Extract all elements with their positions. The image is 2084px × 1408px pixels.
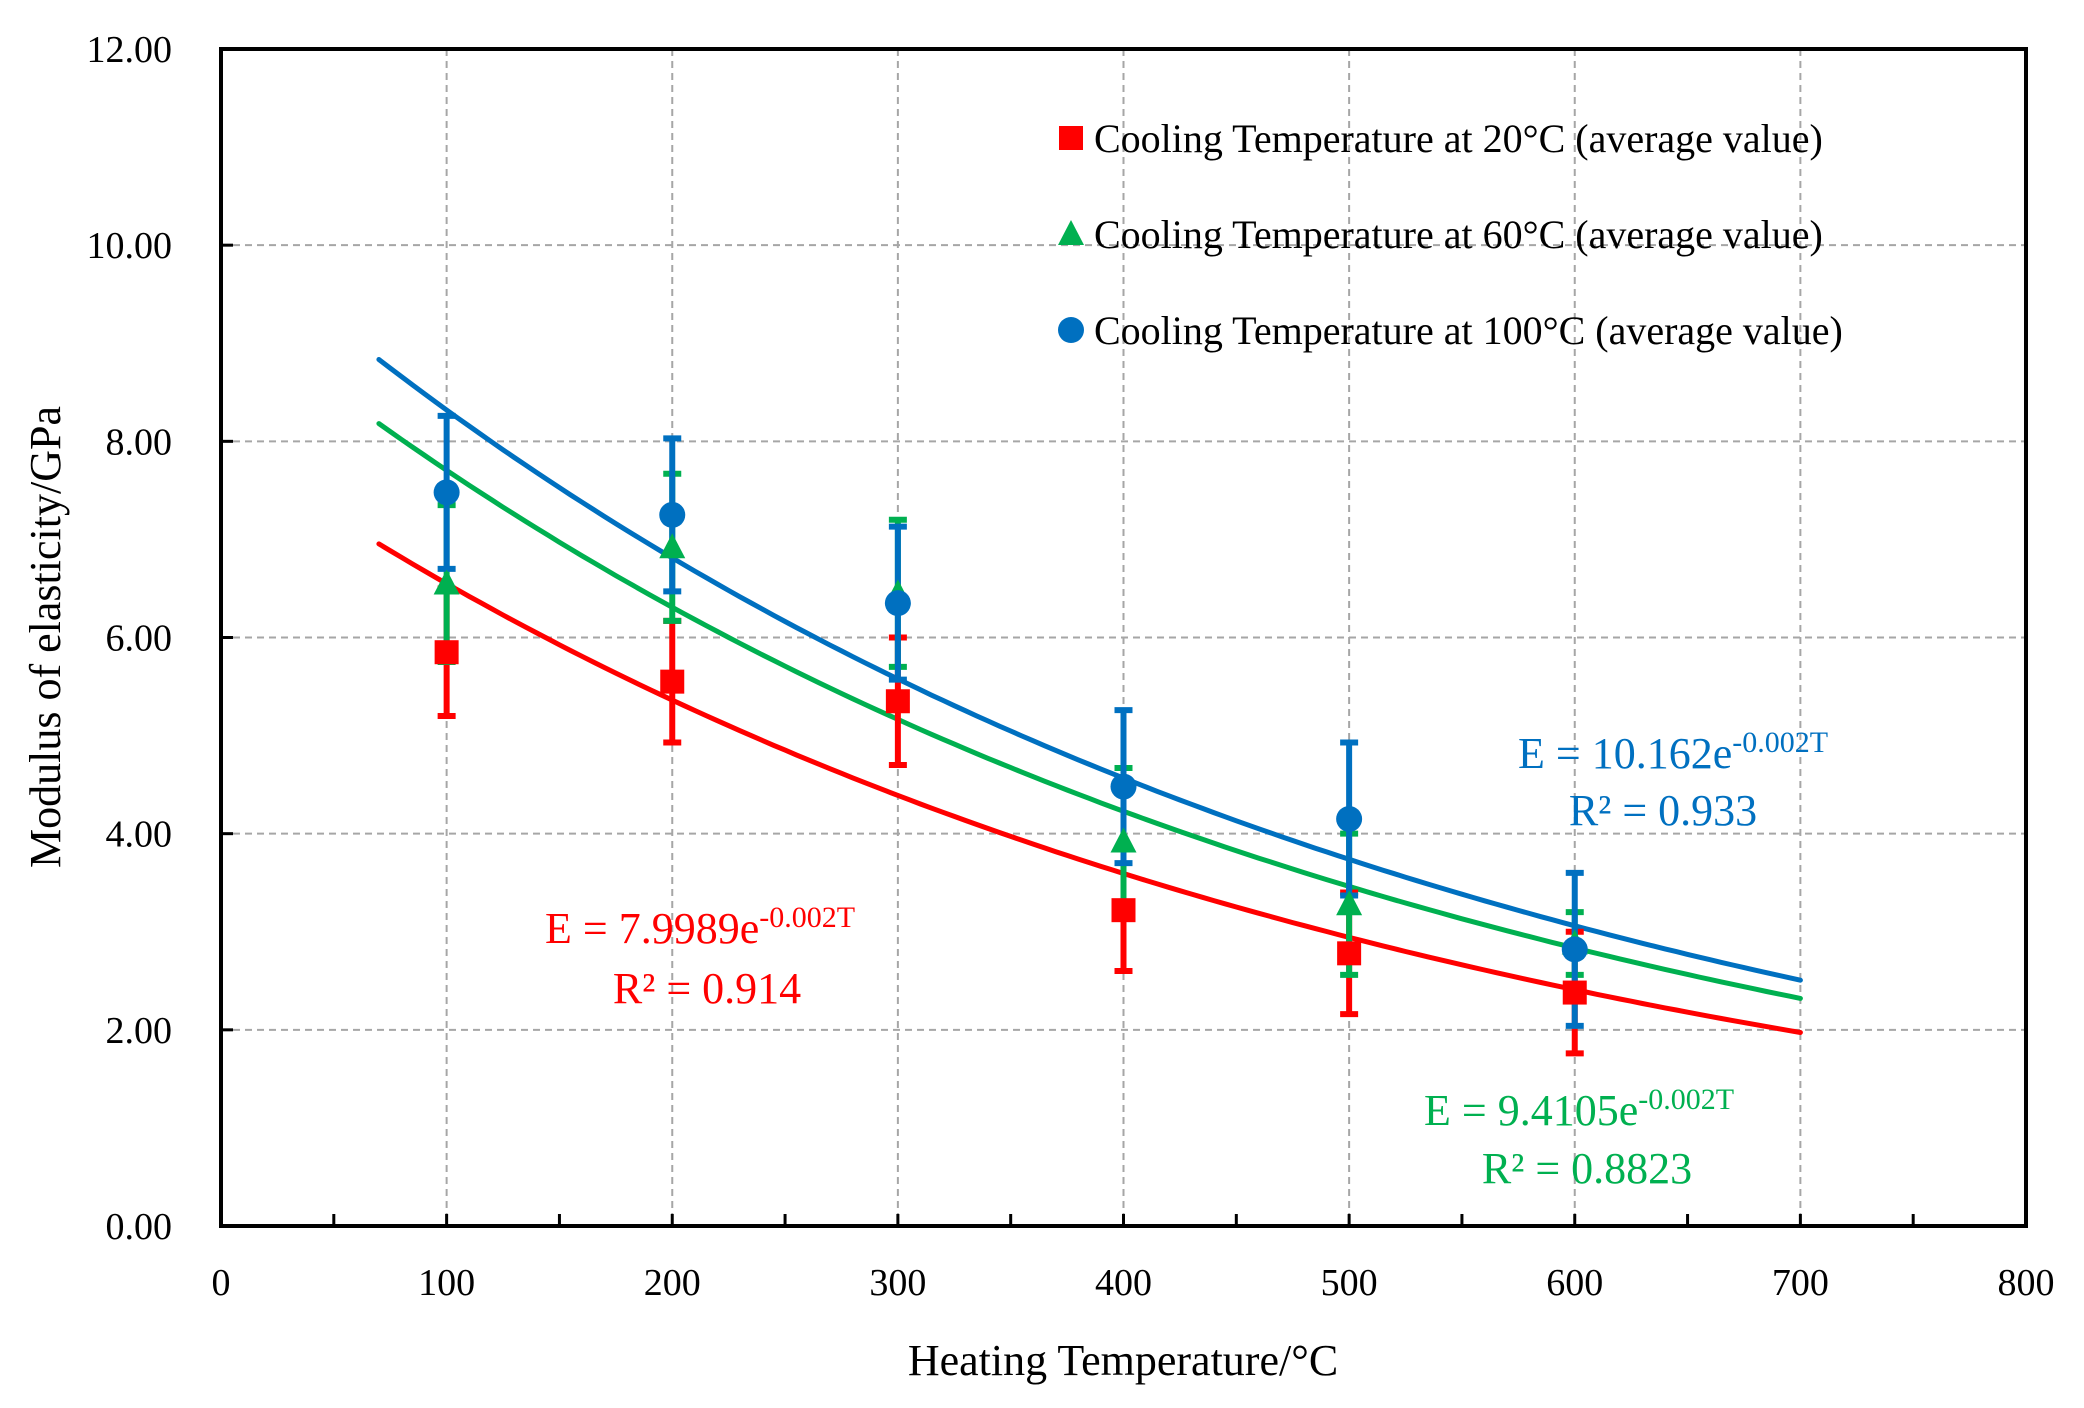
data-point-cool60 [659,533,686,559]
plot-area-border [219,47,2028,1228]
data-point-cool100 [1336,805,1363,832]
fit-equation-cool60: E = 9.4105e-0.002T [1424,1083,1734,1135]
fit-r2-cool20: R² = 0.914 [613,964,801,1013]
data-points [433,479,1588,1005]
legend-label-cool20: Cooling Temperature at 20°C (average val… [1094,116,1823,161]
x-tick-label: 500 [1321,1262,1378,1304]
fit-equation-exponent-cool60: -0.002T [1638,1083,1734,1116]
gridlines [221,49,2026,1226]
x-tick-label: 700 [1772,1262,1829,1304]
data-point-cool20 [1562,980,1587,1005]
data-point-cool100 [433,479,460,506]
x-tick-label: 200 [644,1262,701,1304]
fit-equation-exponent-cool100: -0.002T [1732,726,1828,759]
x-tick-label: 400 [1095,1262,1152,1304]
legend-marker-cool100 [1058,317,1084,343]
x-tick-label: 300 [869,1262,926,1304]
fit-equation-base-cool60: E = 9.4105e [1424,1086,1638,1135]
legend-label-cool60: Cooling Temperature at 60°C (average val… [1094,212,1823,257]
y-tick-label: 8.00 [106,421,173,463]
y-tick-label: 6.00 [106,618,173,660]
y-tick-label: 2.00 [106,1010,173,1052]
x-tick-label: 600 [1546,1262,1603,1304]
data-point-cool20 [660,669,685,694]
data-point-cool20 [1111,898,1136,923]
y-tick-label: 4.00 [106,814,173,856]
x-tick-label: 800 [1998,1262,2055,1304]
fit-equation-base-cool100: E = 10.162e [1518,729,1732,778]
x-tick-label: 100 [418,1262,475,1304]
fit-equation-cool20: E = 7.9989e-0.002T [545,901,855,953]
data-point-cool60 [1110,827,1137,853]
data-point-cool20 [885,689,910,714]
y-tick-label: 10.00 [87,225,173,267]
data-point-cool20 [1337,941,1362,966]
fit-annotation-cool60: E = 9.4105e-0.002T R² = 0.8823 [1424,1083,1734,1193]
data-point-cool100 [1561,936,1588,963]
legend-marker-cool60 [1058,220,1084,245]
data-point-cool100 [1110,773,1137,800]
fit-r2-cool60: R² = 0.8823 [1482,1144,1692,1193]
legend: Cooling Temperature at 20°C (average val… [1058,116,1843,353]
x-tick-labels: 0 100 200 300 400 500 600 700 800 [212,1262,2055,1304]
data-point-cool100 [659,501,686,528]
y-tick-label: 12.00 [87,29,173,71]
fit-equation-exponent-cool20: -0.002T [759,901,855,934]
trendline-cool100 [376,357,1803,983]
y-tick-label: 0.00 [106,1206,173,1248]
y-tick-labels: 0.00 2.00 4.00 6.00 8.00 10.00 12.00 [87,29,173,1248]
data-point-cool100 [884,590,911,617]
fit-equation-cool100: E = 10.162e-0.002T [1518,726,1828,778]
data-point-cool60 [1336,890,1363,916]
y-axis-title: Modulus of elasticity/GPa [21,406,70,868]
data-point-cool60 [433,569,460,595]
x-tick-label: 0 [212,1262,231,1304]
fit-annotation-cool100: E = 10.162e-0.002T R² = 0.933 [1518,726,1828,835]
legend-marker-cool20 [1059,126,1083,150]
legend-label-cool100: Cooling Temperature at 100°C (average va… [1094,308,1843,353]
fit-r2-cool100: R² = 0.933 [1569,786,1757,835]
data-point-cool20 [434,640,459,665]
fit-annotation-cool20: E = 7.9989e-0.002T R² = 0.914 [545,901,855,1013]
fit-equation-base-cool20: E = 7.9989e [545,904,759,953]
x-axis-title: Heating Temperature/°C [908,1336,1338,1385]
